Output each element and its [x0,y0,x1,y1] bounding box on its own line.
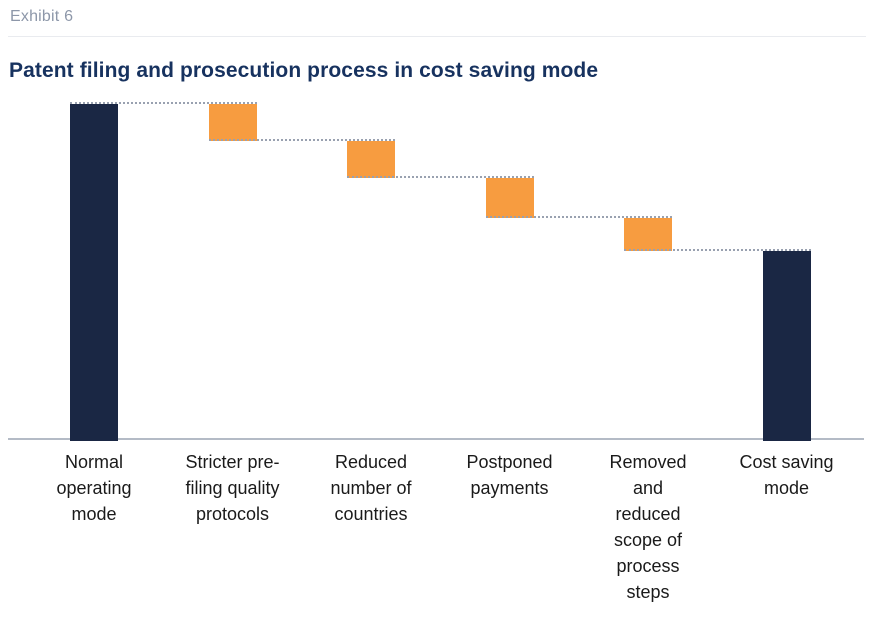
x-axis-label: Cost saving mode [739,452,834,498]
connector-line [485,215,672,218]
waterfall-bar-5 [762,251,811,441]
x-axis-label: Normal operating mode [56,452,132,524]
waterfall-bar-1 [208,104,257,141]
chart-title: Patent filing and prosecution process in… [9,59,599,82]
waterfall-bar-2 [347,140,395,178]
header-divider [8,36,866,37]
connector-line [624,249,811,252]
exhibit-label: Exhibit 6 [10,8,74,25]
waterfall-bar-3 [485,177,534,218]
waterfall-bar-0 [70,104,118,441]
connector-line [347,175,534,178]
x-axis-label: Postponed payments [466,452,553,498]
x-axis-label: Removed and reduced scope of process ste… [609,452,687,602]
x-axis-line [8,438,864,440]
x-axis-label: Stricter pre- filing quality protocols [185,452,280,524]
connector-line [70,102,257,104]
waterfall-bar-4 [624,217,672,252]
connector-line [208,138,395,141]
x-axis-label: Reduced number of countries [330,452,412,524]
